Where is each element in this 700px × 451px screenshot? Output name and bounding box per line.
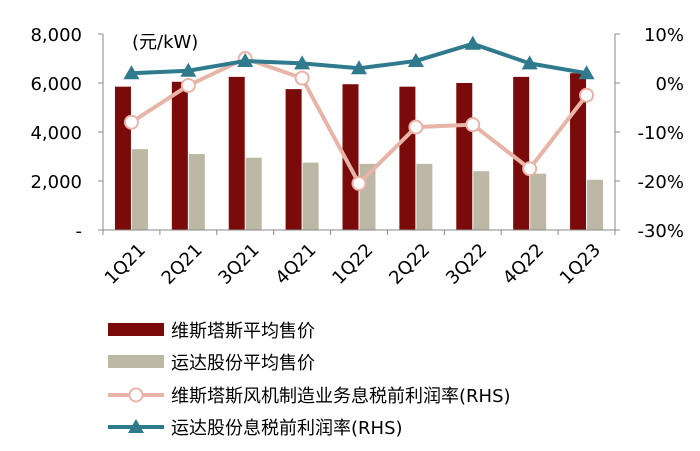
- data-point: [521, 55, 538, 70]
- bar: [530, 173, 547, 230]
- left-tick-label: 6,000: [30, 74, 82, 95]
- x-tick-label: 1Q22: [328, 240, 377, 289]
- right-axis: -30% -20% -10% 0% 10%: [637, 25, 684, 242]
- data-point: [408, 119, 424, 135]
- left-tick-label: 2,000: [30, 172, 82, 193]
- legend-label: 运达股份平均售价: [171, 353, 315, 374]
- legend-item: 运达股份息税前利润率(RHS): [108, 418, 403, 439]
- x-tick-label: 4Q21: [271, 240, 320, 289]
- data-point: [180, 77, 196, 93]
- bar: [302, 162, 319, 230]
- data-point: [294, 55, 311, 70]
- data-point: [123, 114, 139, 130]
- data-point: [522, 161, 538, 177]
- legend-item: 维斯塔斯平均售价: [108, 321, 315, 342]
- bar: [416, 163, 433, 230]
- right-tick-label: -10%: [637, 123, 684, 144]
- right-tick-label: 10%: [644, 25, 684, 46]
- bar: [456, 83, 473, 230]
- bar: [399, 86, 416, 230]
- x-tick-label: 2Q22: [385, 240, 434, 289]
- legend-marker: [128, 387, 144, 403]
- bar: [188, 154, 205, 230]
- bar: [587, 179, 604, 230]
- data-point: [351, 60, 367, 75]
- legend-swatch: [108, 323, 164, 336]
- data-point: [294, 70, 310, 86]
- data-point: [465, 117, 481, 133]
- bar: [171, 81, 188, 231]
- data-point: [237, 52, 254, 67]
- data-point: [351, 175, 367, 191]
- legend-label: 维斯塔斯风机制造业务息税前利润率(RHS): [171, 386, 511, 407]
- data-point: [578, 65, 595, 80]
- data-point: [407, 52, 424, 67]
- lines: [123, 35, 595, 191]
- legend-marker: [128, 419, 144, 433]
- right-tick-label: 0%: [655, 74, 684, 95]
- x-tick-label: 4Q22: [499, 240, 548, 289]
- bar: [285, 89, 302, 230]
- data-point: [579, 87, 595, 103]
- left-tick-label: 4,000: [30, 123, 82, 144]
- legend-item: 运达股份平均售价: [108, 353, 315, 374]
- data-point: [180, 62, 197, 77]
- legend-label: 维斯塔斯平均售价: [171, 321, 315, 342]
- legend-item: 维斯塔斯风机制造业务息税前利润率(RHS): [108, 386, 511, 407]
- bar: [228, 76, 245, 230]
- unit-label: (元/kW): [132, 32, 198, 53]
- right-tick-label: -20%: [637, 172, 684, 193]
- axes: [98, 33, 620, 235]
- left-axis: - 2,000 4,000 6,000 8,000: [30, 25, 82, 242]
- x-axis: 1Q21 2Q21 3Q21 4Q21 1Q22 2Q22 3Q22 4Q22 1Q23: [101, 240, 605, 289]
- bar: [131, 149, 148, 230]
- x-tick-label: 3Q22: [442, 240, 491, 289]
- x-tick-label: 1Q21: [101, 240, 150, 289]
- right-tick-label: -30%: [637, 221, 684, 242]
- data-point: [464, 35, 481, 50]
- legend-label: 运达股份息税前利润率(RHS): [171, 418, 403, 439]
- x-tick-label: 3Q21: [215, 240, 264, 289]
- bar: [114, 86, 131, 230]
- bar: [245, 157, 262, 230]
- bars: [114, 73, 604, 231]
- x-tick-label: 2Q21: [158, 240, 207, 289]
- bar: [342, 84, 359, 230]
- data-point: [123, 65, 140, 80]
- left-tick-label: 8,000: [30, 25, 82, 46]
- x-tick-label: 1Q23: [556, 240, 605, 289]
- legend-swatch: [108, 355, 164, 368]
- left-tick-label: -: [76, 221, 83, 242]
- bar: [513, 76, 530, 230]
- bar: [473, 171, 490, 230]
